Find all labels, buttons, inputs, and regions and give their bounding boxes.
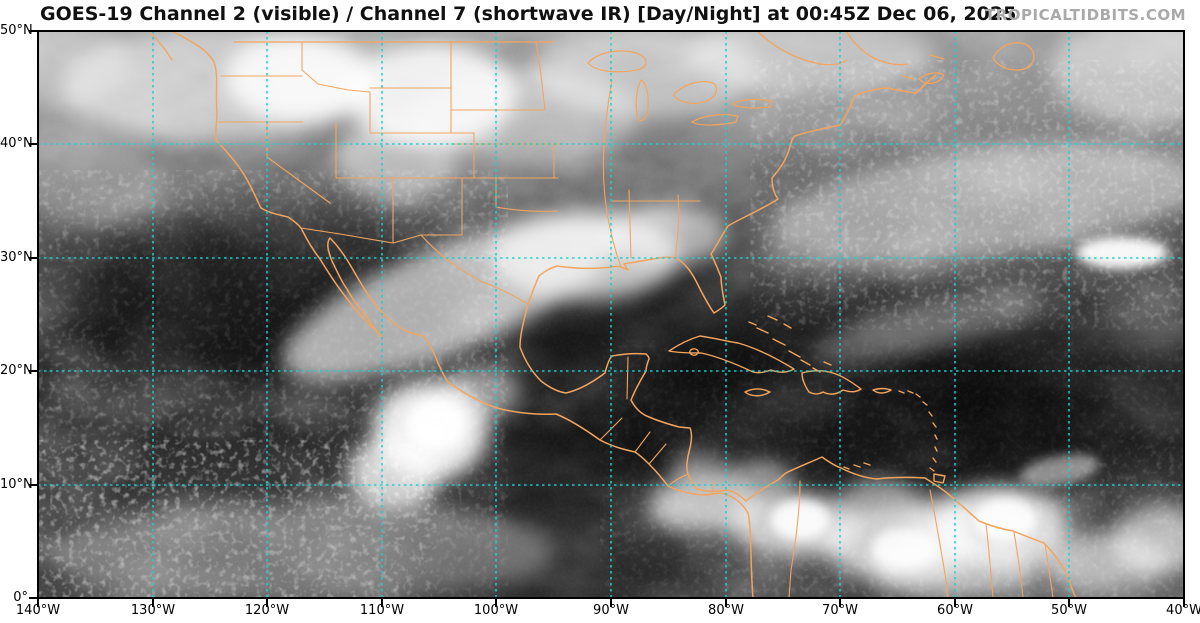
lon-tick-label: 50°W [1051,603,1087,618]
pacific-coastline [171,31,754,598]
lon-tick-label: 130°W [130,603,176,618]
lat-tick [29,370,38,372]
lat-tick [29,597,38,599]
lat-tick-label: 40°N [0,136,33,151]
lon-tick-label: 60°W [937,603,973,618]
lat-tick [29,143,38,145]
lat-tick-label: 0° [13,590,28,605]
lat-tick [29,484,38,486]
lon-tick-label: 110°W [359,603,405,618]
lon-tick-label: 140°W [15,603,61,618]
lon-tick-label: 70°W [822,603,858,618]
lat-tick-label: 30°N [0,250,33,265]
lon-tick [495,599,497,607]
lon-tick [610,599,612,607]
lon-tick-label: 40°W [1166,603,1200,618]
caribbean-islands [668,315,946,484]
atlantic-coastline [527,74,937,314]
tropicaltidbits-watermark: TROPICALTIDBITS.COM [985,6,1186,24]
lon-tick [381,599,383,607]
lon-tick-label: 80°W [708,603,744,618]
lon-tick [1183,599,1185,607]
lon-tick [725,599,727,607]
lon-tick-label: 100°W [473,603,519,618]
lat-tick [29,257,38,259]
lon-tick [954,599,956,607]
lon-tick [839,599,841,607]
lon-tick [152,599,154,607]
lon-tick-label: 120°W [244,603,290,618]
lon-tick [1068,599,1070,607]
lat-tick-label: 50°N [0,23,33,38]
gridline-layer [38,31,1184,598]
lon-tick-label: 90°W [593,603,629,618]
lat-tick [29,30,38,32]
lon-tick [266,599,268,607]
canada-east-coastline [149,31,1035,85]
image-title: GOES-19 Channel 2 (visible) / Channel 7 … [40,3,1017,25]
gulf-caribbean-coastline [519,303,1077,598]
great-lakes [587,50,773,126]
lat-tick-label: 10°N [0,477,33,492]
coastline-layer [149,31,1077,598]
satellite-image [38,31,1184,598]
lon-tick [37,599,39,607]
lat-tick-label: 20°N [0,363,33,378]
